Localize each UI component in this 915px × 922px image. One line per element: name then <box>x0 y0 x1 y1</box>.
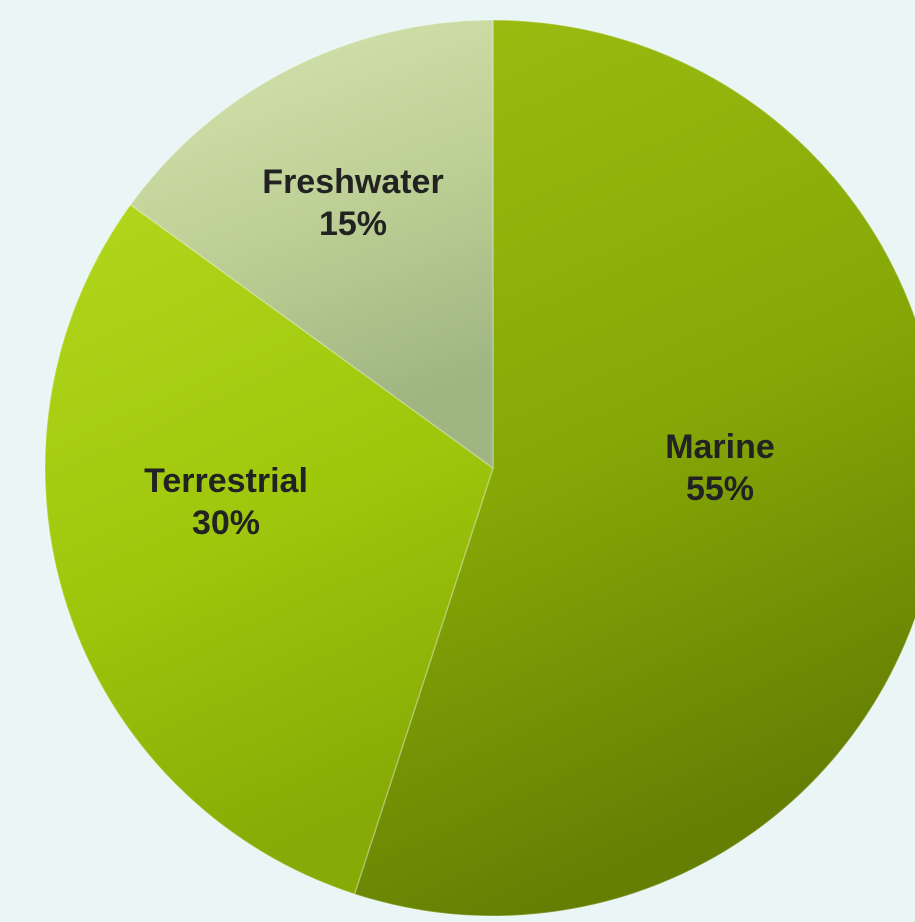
pie-slice-terrestrial <box>44 203 494 896</box>
pie-slices <box>44 19 915 917</box>
slice-value-terrestrial: 30% <box>192 504 260 542</box>
slice-value-marine: 55% <box>686 470 754 508</box>
slice-label-freshwater: Freshwater <box>262 163 443 201</box>
slice-label-terrestrial: Terrestrial <box>144 462 308 500</box>
pie-slice-marine <box>353 19 915 917</box>
slice-label-marine: Marine <box>665 428 775 466</box>
slice-value-freshwater: 15% <box>319 205 387 243</box>
pie-slice-freshwater <box>129 19 494 470</box>
pie-labels: Marine 55% Terrestrial 30% Freshwater 15% <box>144 163 775 542</box>
